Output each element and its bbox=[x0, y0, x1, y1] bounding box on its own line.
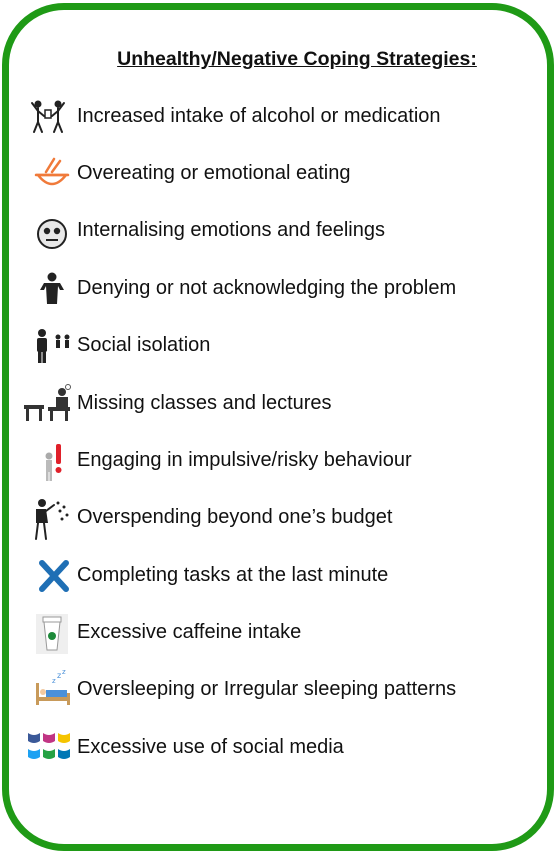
list-item-internalising: Internalising emotions and feelings bbox=[22, 210, 522, 254]
list-item-caffeine: Excessive caffeine intake bbox=[22, 612, 522, 656]
list-item-label: Missing classes and lectures bbox=[77, 392, 332, 414]
coffee-cup-icon bbox=[22, 612, 74, 656]
isolated-person-icon bbox=[22, 325, 74, 369]
list-item-overeating: Overeating or emotional eating bbox=[22, 153, 522, 197]
list-item-overspending: Overspending beyond one’s budget bbox=[22, 497, 522, 541]
list-item-label: Social isolation bbox=[77, 334, 211, 356]
list-item-denying: Denying or not acknowledging the problem bbox=[22, 268, 522, 312]
coping-card bbox=[2, 3, 554, 851]
list-item-missing-classes: Missing classes and lectures bbox=[22, 383, 522, 427]
list-item-label: Overspending beyond one’s budget bbox=[77, 506, 393, 528]
list-item-isolation: Social isolation bbox=[22, 325, 522, 369]
person-warning-icon bbox=[22, 440, 74, 484]
svg-text:z: z bbox=[52, 677, 56, 685]
list-item-label: Internalising emotions and feelings bbox=[77, 219, 385, 241]
list-item-alcohol: Increased intake of alcohol or medicatio… bbox=[22, 96, 522, 140]
sad-face-icon bbox=[22, 210, 74, 254]
food-bowl-icon bbox=[22, 153, 74, 197]
svg-text:z: z bbox=[62, 669, 66, 676]
list-item-risky: Engaging in impulsive/risky behaviour bbox=[22, 440, 522, 484]
blue-cross-icon bbox=[22, 555, 74, 599]
list-item-label: Excessive use of social media bbox=[77, 736, 344, 758]
list-item-label: Completing tasks at the last minute bbox=[77, 564, 389, 586]
list-item-label: Engaging in impulsive/risky behaviour bbox=[77, 449, 412, 471]
list-item-label: Excessive caffeine intake bbox=[77, 621, 302, 643]
list-item-social-media: Excessive use of social media bbox=[22, 727, 522, 771]
list-item-label: Overeating or emotional eating bbox=[77, 162, 351, 184]
page-title: Unhealthy/Negative Coping Strategies: bbox=[117, 48, 477, 70]
people-drinking-icon bbox=[22, 96, 74, 140]
person-throwing-money-icon bbox=[22, 497, 74, 541]
shrugging-person-icon bbox=[22, 268, 74, 312]
list-item-label: Denying or not acknowledging the problem bbox=[77, 277, 457, 299]
list-item-last-minute: Completing tasks at the last minute bbox=[22, 555, 522, 599]
social-media-icons bbox=[22, 727, 74, 771]
empty-desks-icon bbox=[22, 383, 74, 427]
list-item-label: Oversleeping or Irregular sleeping patte… bbox=[77, 678, 457, 700]
svg-text:z: z bbox=[57, 671, 61, 680]
list-item-label: Increased intake of alcohol or medicatio… bbox=[77, 105, 441, 127]
